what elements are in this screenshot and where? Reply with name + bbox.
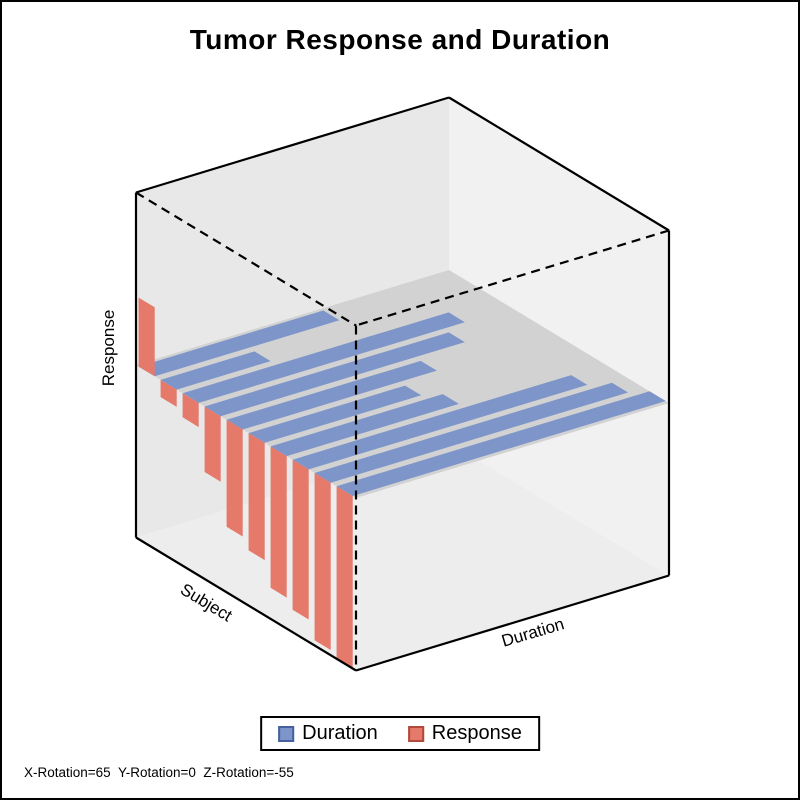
duration-bar: [336, 391, 666, 496]
duration-bar: [292, 375, 588, 470]
response-bar: [336, 486, 353, 669]
edge-top-left: [135, 96, 450, 194]
duration-bar: [226, 360, 437, 430]
duration-bar: [138, 310, 340, 377]
chart-title: Tumor Response and Duration: [189, 24, 611, 55]
duration-bar: [248, 385, 422, 443]
response-bar: [270, 446, 287, 598]
duration-bar: [182, 312, 465, 403]
edge-hidden-near-right: [355, 229, 670, 327]
response-axis-label: Response: [99, 309, 118, 387]
legend-label-duration: Duration: [302, 722, 378, 744]
legend-item-response: Response: [407, 722, 522, 745]
response-swatch-icon: [407, 725, 424, 742]
duration-bar: [204, 332, 465, 417]
duration-swatch-icon: [278, 725, 295, 742]
legend-label-response: Response: [431, 722, 522, 744]
response-bar: [138, 297, 155, 377]
edge-bottom-left: [135, 536, 357, 672]
cube-floor: [136, 442, 669, 671]
edge-top-right: [448, 96, 670, 232]
rotation-footnote: X-Rotation=65 Y-Rotation=0 Z-Rotation=-5…: [24, 765, 294, 780]
duration-bar: [270, 394, 459, 457]
response-bar: [204, 406, 221, 482]
edge-hidden-near-left: [135, 191, 357, 327]
response-bar: [248, 433, 265, 561]
response-bar: [160, 379, 177, 407]
legend: Duration Response: [260, 716, 540, 751]
response-bar: [182, 393, 199, 428]
duration-bar: [314, 382, 628, 483]
duration-bar: [160, 351, 271, 390]
legend-item-duration: Duration: [278, 722, 378, 745]
response-bar: [314, 473, 331, 650]
response-bar: [292, 459, 309, 620]
response-bar: [226, 419, 243, 537]
edge-bottom-right: [355, 574, 670, 672]
